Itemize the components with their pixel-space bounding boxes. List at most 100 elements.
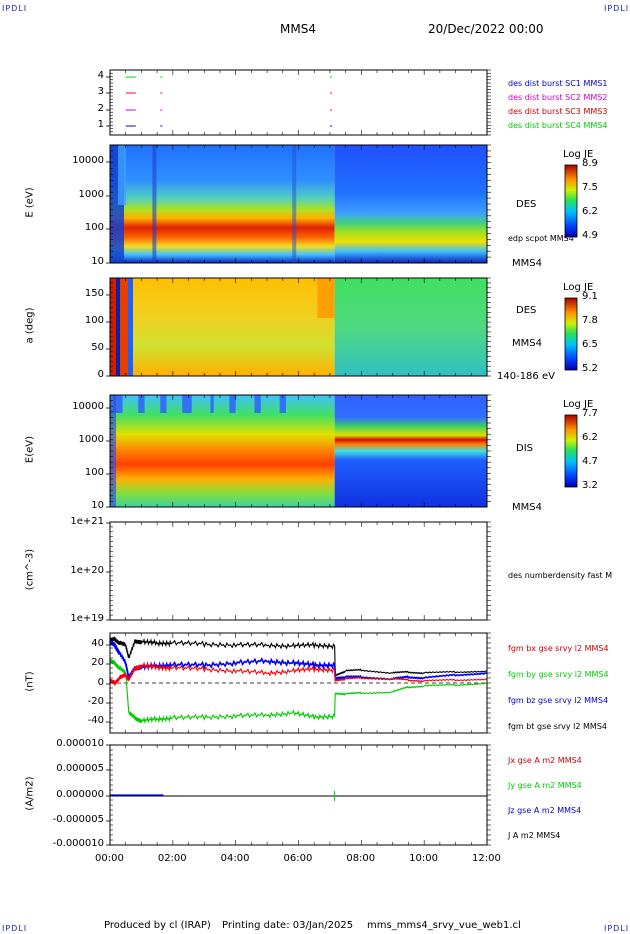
pitch-angle-ylabel: a (deg) [24,307,36,344]
des-energy-colorbar-tick: 7.5 [582,182,598,193]
des-energy-colorbar-tick: 6.2 [582,206,598,217]
corner-logo-bottom-left: IPDLI [2,924,28,933]
dis-energy-colorbar-tick: 7.7 [582,408,598,419]
series-bz [109,640,488,682]
dis-energy-colorbar-tick: 4.7 [582,456,598,467]
bfield-legend: fgm by gse srvy l2 MMS4 [508,670,609,679]
dis-mms4-label: MMS4 [512,502,542,513]
des-spectrogram-stripe [292,145,297,263]
y-tick-label: 10000 [72,155,104,166]
des-spectrogram-left [110,145,335,263]
burst-label: des dist burst SC4 MMS4 [508,121,608,130]
y-tick-label: 2 [97,103,104,114]
y-tick-label: 100 [84,315,104,326]
x-tick-label: 12:00 [472,853,501,864]
panel-frame-7 [109,744,488,846]
y-tick-label: 0 [97,677,104,688]
pitch-angle-colorbar-tick: 7.8 [582,315,598,326]
density-ylabel: (cm^-3) [24,548,36,591]
des-energy-colorbar-title: Log JE [563,149,594,160]
x-tick-label: 02:00 [157,853,187,864]
y-tick-label: 0 [97,369,104,380]
corner-logo-top-right: IPDLI [604,4,630,13]
bfield-legend: fgm bt gse srvy l2 MMS4 [508,722,607,731]
des-energy-colorbar-tick: 8.9 [582,158,598,169]
bfield-ylabel: (nT) [24,671,36,692]
y-tick-label: 0.000005 [56,763,104,774]
y-tick-label: 100 [84,467,104,478]
y-tick-label: 1000 [78,434,104,445]
pitch-angle-left [110,278,335,376]
y-tick-label: -0.000010 [52,838,104,849]
density-label: des numberdensity fast M [508,571,613,580]
dis-spectrogram-patch [138,395,145,413]
des-energy-colorbar-tick: 4.9 [582,230,598,241]
dis-spectrogram-right [334,395,487,507]
y-tick-label: 1e+19 [70,613,104,624]
y-tick-label: -20 [87,696,104,707]
y-tick-label: 10 [91,500,104,511]
y-tick-label: 10000 [72,401,104,412]
burst-label: des dist burst SC1 MMS1 [508,79,608,88]
pitch-angle-patch [317,278,335,318]
y-tick-label: 20 [91,657,104,668]
footer-filename: mms_mms4_srvy_vue_web1.cl [367,920,521,931]
burst-label: des dist burst SC3 MMS3 [508,107,608,116]
pitch-mms4-label: MMS4 [512,338,542,349]
x-tick-label: 08:00 [346,853,376,864]
dis-label: DIS [516,443,533,454]
burst-label: des dist burst SC2 MMS2 [508,93,608,102]
dis-spectrogram-patch [182,395,192,413]
y-tick-label: -0.000005 [52,814,104,825]
dis-energy-colorbar [564,414,578,488]
y-tick-label: 1 [97,119,104,130]
pitch-des-label: DES [516,305,537,316]
pitch-angle-colorbar-tick: 9.1 [582,291,598,302]
page-datetime: 20/Dec/2022 00:00 [428,22,544,36]
des-spectrogram-right [334,145,487,263]
pitch-angle-right [334,278,487,376]
corner-logo-bottom-right: IPDLI [604,924,630,933]
y-tick-label: 10 [91,256,104,267]
panel-frame-5 [109,521,488,621]
y-tick-label: 150 [84,288,104,299]
pitch-angle-early-blue2 [128,278,133,376]
des-spectrogram-stripe [152,145,157,263]
dis-energy-colorbar-tick: 6.2 [582,432,598,443]
y-tick-label: -40 [87,715,104,726]
des-energy-colorbar [564,164,578,238]
y-tick-label: 3 [97,86,104,97]
dis-energy-colorbar-tick: 3.2 [582,480,598,491]
y-tick-label: 4 [97,70,104,81]
des-energy-ylabel: E (eV) [24,187,36,218]
x-tick-label: 10:00 [409,853,438,864]
y-tick-label: 1e+20 [70,565,104,576]
page-title: MMS4 [280,22,316,36]
pitch-energy-label: 140-186 eV [497,371,555,382]
y-tick-label: 1000 [78,189,104,200]
des-mms4-label: MMS4 [512,258,542,269]
pitch-angle-early-orange [120,278,128,376]
dis-spectrogram-patch [210,395,214,413]
dis-spectrogram-patch [229,395,236,413]
pitch-angle-colorbar-title: Log JE [563,282,594,293]
dis-energy-colorbar-title: Log JE [563,399,594,410]
pitch-angle-early-blue [116,278,120,376]
corner-logo-top-left: IPDLI [2,4,28,13]
pitch-angle-colorbar-tick: 5.2 [582,363,598,374]
dis-spectrogram-patch [160,395,167,413]
edp-scpot-label: edp scpot MMS4 [508,234,574,243]
panel-frame-1 [109,69,488,136]
y-tick-label: 40 [91,638,104,649]
current-ylabel: (A/m2) [24,776,36,811]
pitch-angle-colorbar [564,297,578,371]
x-tick-label: 04:00 [220,853,250,864]
dis-energy-ylabel: E(eV) [24,435,36,464]
footer-produced: Produced by cl (IRAP) [104,920,211,931]
pitch-angle-colorbar-tick: 6.5 [582,339,598,350]
current-legend: Jx gse A m2 MMS4 [508,756,582,765]
y-tick-label: 0.000000 [56,789,104,800]
dis-spectrogram-patch [113,395,123,413]
dis-spectrogram-patch [279,395,286,413]
